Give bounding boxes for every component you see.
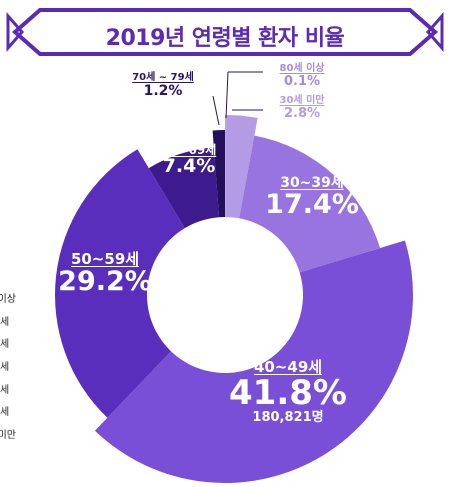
slice-2 xyxy=(239,135,381,273)
slice-0 xyxy=(225,115,227,218)
leader-line xyxy=(225,71,229,119)
label-30s: 30~39세 17.4% xyxy=(265,175,359,220)
legend-item: 세 xyxy=(0,316,10,328)
banner-left-arrow xyxy=(6,12,24,52)
slice-3 xyxy=(94,240,413,483)
label-under30: 30세 미만 2.8% xyxy=(279,95,325,121)
legend-clipped: 이상 세 세 세 세 세 미만 xyxy=(0,290,16,449)
banner-right-arrow xyxy=(426,12,444,52)
title-banner xyxy=(6,8,444,56)
slices-group xyxy=(54,115,413,483)
slice-6 xyxy=(212,130,225,218)
banner-shape xyxy=(11,8,439,56)
slice-4 xyxy=(54,149,185,418)
leader-lines xyxy=(212,71,263,126)
label-50s: 50~59세 29.2% xyxy=(58,250,152,297)
legend-item: 세 xyxy=(0,362,10,374)
legend-item: 세 xyxy=(0,339,10,351)
legend-item: 세 xyxy=(0,384,10,396)
legend-item: 미만 xyxy=(0,430,16,442)
slice-5 xyxy=(148,147,220,229)
slice-1 xyxy=(225,115,258,219)
leader-line xyxy=(212,95,220,126)
label-40s: 40~49세 41.8% 180,821명 xyxy=(229,358,347,426)
label-60s: 60~69세 7.4% xyxy=(161,143,217,177)
label-80plus: 80세 이상 0.1% xyxy=(279,63,325,89)
chart-title: 2019년 연령별 환자 비율 xyxy=(105,26,345,51)
legend-item: 세 xyxy=(0,407,10,419)
label-70s: 70세 ~ 79세 1.2% xyxy=(132,72,194,99)
legend-item: 이상 xyxy=(0,294,16,305)
